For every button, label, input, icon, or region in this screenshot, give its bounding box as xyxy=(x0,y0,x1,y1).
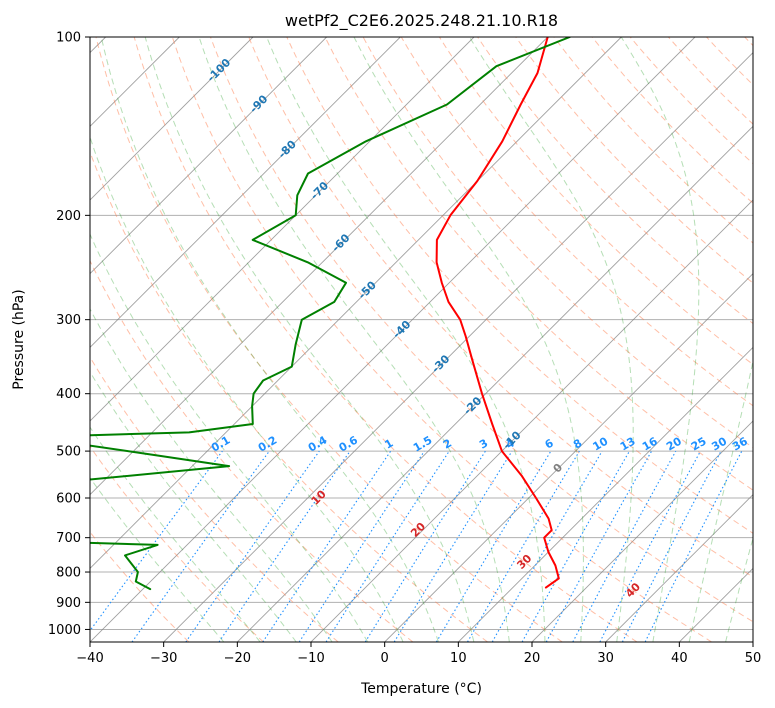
mixing-ratio-line xyxy=(545,450,653,642)
x-tick-label: 10 xyxy=(450,651,467,666)
moist-adiabat-line xyxy=(266,37,546,642)
mixing-ratio-line xyxy=(393,450,513,642)
mixing-ratio-lines xyxy=(90,450,743,642)
moist-adiabat-line xyxy=(198,37,510,642)
y-tick-label: 600 xyxy=(56,492,81,507)
profile-series xyxy=(90,37,571,591)
isotherm-line xyxy=(458,346,753,642)
isotherm-line xyxy=(605,494,753,642)
y-tick-label: 300 xyxy=(56,313,81,328)
isotherm-line xyxy=(90,37,254,201)
isotherm-line xyxy=(237,125,753,642)
moist-adiabat-line xyxy=(90,308,333,642)
moist-adiabat-line xyxy=(90,476,225,642)
isotherm-line xyxy=(90,37,622,569)
moist-adiabat-line xyxy=(90,232,369,642)
x-tick-label: −40 xyxy=(76,651,103,666)
mixing-ratio-line xyxy=(298,450,425,642)
moist-adiabat-line xyxy=(100,37,439,642)
moist-adiabat-line xyxy=(144,37,475,642)
dry-adiabat-line xyxy=(591,37,753,204)
isotherm-line xyxy=(90,37,401,348)
isobar-grid xyxy=(90,37,753,630)
mixing-ratio-line xyxy=(90,450,223,632)
x-axis-label: Temperature (°C) xyxy=(360,681,482,697)
dry-adiabat-line xyxy=(95,37,563,642)
mixing-ratio-line xyxy=(262,450,392,642)
mixing-ratio-line xyxy=(325,450,450,642)
dry-adiabat-line xyxy=(90,445,264,642)
dry-adiabat-line xyxy=(400,37,753,407)
moist-adiabat-line xyxy=(620,37,700,642)
y-tick-label: 700 xyxy=(56,531,81,546)
isotherm-line xyxy=(531,420,753,642)
isotherm-grid xyxy=(90,37,753,642)
moist-adiabat-line xyxy=(688,358,753,642)
y-tick-label: 500 xyxy=(56,445,81,460)
x-tick-label: 50 xyxy=(745,651,762,666)
temperature-profile-line xyxy=(435,37,560,589)
dewpoint-profile-line xyxy=(90,37,571,591)
plot-frame xyxy=(89,36,754,643)
isotherm-line xyxy=(384,273,753,642)
y-tick-label: 900 xyxy=(56,596,81,611)
dry-adiabat-line xyxy=(90,259,414,642)
isotherm-line xyxy=(90,37,327,275)
chart-title: wetPf2_C2E6.2025.248.21.10.R18 xyxy=(285,11,558,31)
x-tick-label: −10 xyxy=(297,651,324,666)
moist-adiabat-line xyxy=(90,370,297,642)
dry-adiabat-line xyxy=(171,37,712,642)
dry-adiabat-line xyxy=(324,37,753,491)
moist-adiabat-line xyxy=(353,37,584,642)
x-tick-label: 40 xyxy=(671,651,688,666)
dry-adiabat-line xyxy=(133,37,638,642)
isotherm-line xyxy=(90,37,696,642)
dry-adiabat-line xyxy=(515,37,753,284)
y-tick-label: 400 xyxy=(56,387,81,402)
x-tick-label: 0 xyxy=(381,651,389,666)
mixing-ratio-line xyxy=(131,450,270,642)
dry-adiabat-line xyxy=(477,37,753,325)
x-tick-label: 20 xyxy=(524,651,541,666)
x-tick-label: −30 xyxy=(150,651,177,666)
dry-adiabat-line xyxy=(629,37,753,165)
dry-adiabats xyxy=(90,37,753,642)
mixing-ratio-line xyxy=(572,450,677,642)
mixing-ratio-line xyxy=(218,450,351,642)
moist-adiabat-line xyxy=(90,426,261,642)
mixing-ratio-line xyxy=(185,450,320,642)
dry-adiabat-line xyxy=(362,37,753,449)
x-tick-label: −20 xyxy=(224,651,251,666)
isotherm-line xyxy=(90,37,548,496)
y-tick-label: 800 xyxy=(56,566,81,581)
y-tick-label: 200 xyxy=(56,209,81,224)
y-tick-label: 1000 xyxy=(48,623,81,638)
moist-adiabat-line xyxy=(725,536,753,642)
dry-adiabat-line xyxy=(210,37,753,623)
x-axis-ticks: −40 −30 −20 −10 0 10 20 30 40 50 xyxy=(76,642,761,666)
moist-adiabat-line xyxy=(90,135,404,642)
y-axis-label: Pressure (hPa) xyxy=(11,289,27,389)
mixing-ratio-line xyxy=(644,450,743,642)
mixing-ratio-line xyxy=(521,450,630,642)
y-tick-label: 100 xyxy=(56,31,81,46)
dry-adiabat-line xyxy=(248,37,753,578)
x-tick-label: 30 xyxy=(597,651,614,666)
y-axis-ticks: 100 200 300 400 500 600 700 800 900 1000 xyxy=(48,31,90,638)
